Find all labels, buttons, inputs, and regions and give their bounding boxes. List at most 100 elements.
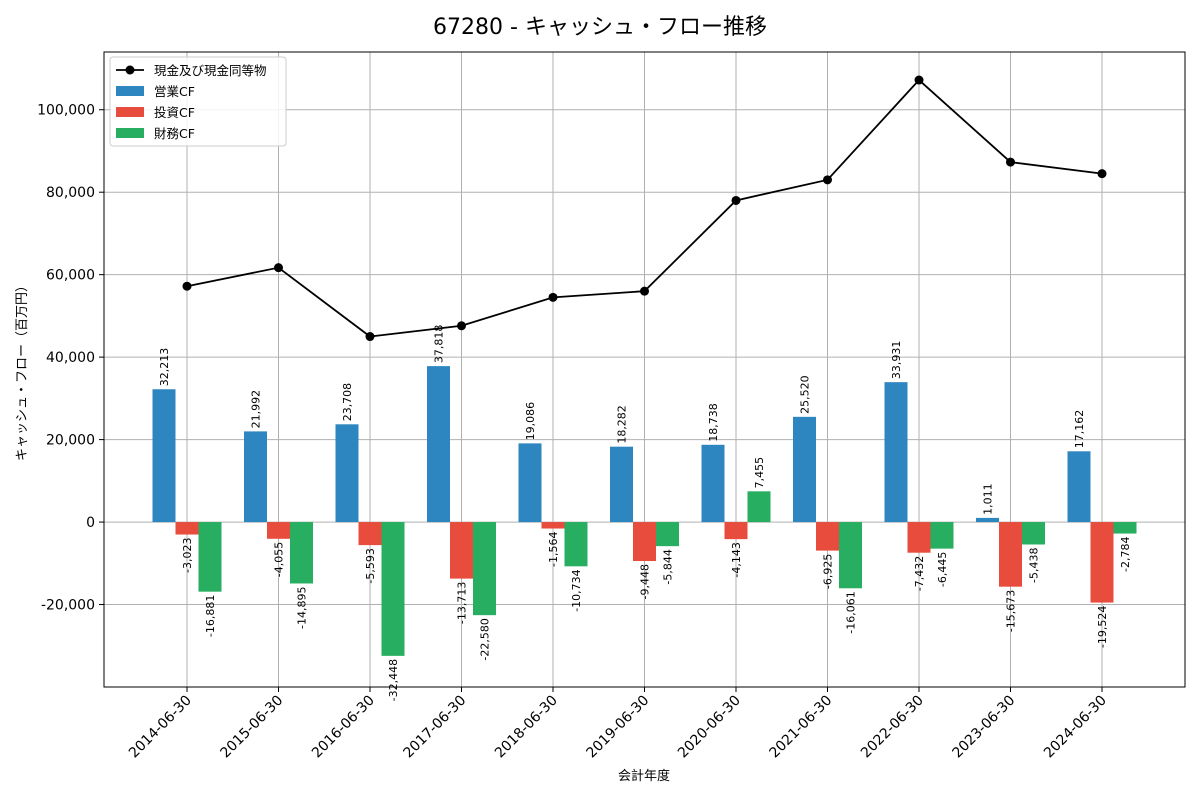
- bars: [152, 366, 1137, 656]
- bar-営業CF[interactable]: [152, 389, 176, 523]
- data-label: 25,520: [799, 375, 812, 414]
- cash-line-point[interactable]: [274, 263, 283, 273]
- bar-投資CF[interactable]: [816, 522, 839, 551]
- bar-財務CF[interactable]: [656, 522, 679, 547]
- data-label: -3,023: [181, 538, 194, 573]
- bar-営業CF[interactable]: [427, 366, 450, 523]
- data-label: 7,455: [753, 457, 766, 489]
- cash-line-point[interactable]: [1097, 169, 1107, 179]
- legend-label: 財務CF: [154, 126, 195, 141]
- grid: [104, 52, 1185, 687]
- data-label: -5,593: [364, 548, 377, 583]
- data-label: -14,895: [296, 586, 309, 628]
- bar-営業CF[interactable]: [793, 416, 816, 523]
- x-tick-label: 2014-06-30: [126, 693, 195, 762]
- cash-line-point[interactable]: [365, 332, 375, 342]
- data-label: -22,580: [479, 618, 492, 660]
- y-tick-label: 0: [86, 515, 95, 531]
- legend-label: 投資CF: [154, 105, 195, 120]
- data-label: -4,143: [730, 542, 743, 577]
- x-tick-label: 2023-06-30: [949, 693, 1018, 762]
- bar-営業CF[interactable]: [335, 424, 359, 523]
- legend-swatch: [116, 86, 144, 96]
- data-label: 18,738: [707, 403, 720, 442]
- bar-財務CF[interactable]: [290, 522, 313, 584]
- cash-line-point[interactable]: [640, 286, 649, 296]
- data-label: 1,011: [982, 483, 995, 515]
- x-tick-label: 2015-06-30: [217, 693, 286, 762]
- bar-営業CF[interactable]: [884, 382, 908, 523]
- bar-営業CF[interactable]: [518, 443, 542, 523]
- bar-財務CF[interactable]: [564, 522, 588, 567]
- data-label: -1,564: [547, 532, 560, 567]
- data-label: -32,448: [387, 659, 400, 701]
- data-labels: 32,213 21,992 23,708 37,818 19,086 18,282 18,7…: [158, 325, 1132, 702]
- bar-営業CF[interactable]: [976, 517, 999, 523]
- bar-投資CF[interactable]: [724, 522, 748, 540]
- cash-line-point[interactable]: [182, 281, 192, 291]
- x-tick-label: 2018-06-30: [492, 693, 561, 762]
- data-label: -7,432: [913, 556, 926, 591]
- bar-財務CF[interactable]: [839, 522, 862, 589]
- bar-財務CF[interactable]: [1022, 522, 1045, 545]
- bar-財務CF[interactable]: [747, 491, 771, 523]
- data-label: 23,708: [341, 383, 354, 422]
- y-axis-label: キャッシュ・フロー（百万円）: [15, 279, 30, 461]
- data-label: -19,524: [1096, 606, 1109, 648]
- data-label: -5,438: [1028, 547, 1041, 582]
- data-label: -2,784: [1119, 537, 1132, 572]
- bar-投資CF[interactable]: [907, 522, 931, 553]
- bar-投資CF[interactable]: [1090, 522, 1114, 603]
- cash-line-point[interactable]: [823, 175, 832, 185]
- x-tick-label: 2020-06-30: [675, 693, 744, 762]
- bar-財務CF[interactable]: [381, 522, 405, 656]
- data-label: 21,992: [250, 390, 263, 429]
- bar-投資CF[interactable]: [999, 522, 1022, 587]
- chart-title: 67280 - キャッシュ・フロー推移: [433, 15, 767, 40]
- bar-投資CF[interactable]: [450, 522, 473, 579]
- bar-営業CF[interactable]: [1067, 451, 1091, 523]
- legend-swatch: [116, 128, 144, 138]
- axis-ticks: -20,000 0 20,000 40,000 60,000 80,000 100,000 2…: [37, 103, 1110, 762]
- legend-label: 現金及び現金同等物: [154, 63, 267, 78]
- bar-財務CF[interactable]: [473, 522, 496, 616]
- cash-line-point[interactable]: [1006, 157, 1015, 167]
- bar-財務CF[interactable]: [198, 522, 222, 592]
- data-label: -15,673: [1005, 590, 1018, 632]
- bar-投資CF[interactable]: [633, 522, 656, 562]
- x-tick-label: 2024-06-30: [1041, 693, 1110, 762]
- bar-財務CF[interactable]: [930, 522, 954, 549]
- bar-財務CF[interactable]: [1113, 522, 1137, 534]
- data-label: 32,213: [158, 348, 171, 387]
- x-tick-label: 2019-06-30: [583, 693, 652, 762]
- data-label: -6,445: [936, 552, 949, 587]
- cash-line-point[interactable]: [914, 75, 924, 85]
- y-tick-label: 60,000: [46, 268, 95, 284]
- bar-投資CF[interactable]: [267, 522, 290, 539]
- data-label: 17,162: [1073, 410, 1086, 449]
- cash-line-point[interactable]: [457, 321, 466, 331]
- cash-line-point[interactable]: [548, 292, 558, 302]
- x-tick-label: 2017-06-30: [400, 693, 469, 762]
- y-tick-label: 40,000: [46, 350, 95, 366]
- data-label: -5,844: [662, 549, 675, 584]
- bar-営業CF[interactable]: [610, 446, 633, 523]
- legend-point-marker: [125, 65, 135, 75]
- bar-投資CF[interactable]: [358, 522, 382, 546]
- bar-営業CF[interactable]: [701, 444, 725, 523]
- data-label: -9,448: [639, 564, 652, 599]
- data-label: -10,734: [570, 569, 583, 611]
- bar-営業CF[interactable]: [244, 431, 267, 523]
- bar-投資CF[interactable]: [541, 522, 565, 529]
- cash-line: [182, 75, 1107, 342]
- bar-投資CF[interactable]: [175, 522, 199, 535]
- cash-line-point[interactable]: [731, 195, 741, 205]
- x-tick-label: 2021-06-30: [766, 693, 835, 762]
- data-label: 33,931: [890, 341, 903, 380]
- data-label: 18,282: [616, 405, 629, 444]
- data-label: -16,061: [845, 591, 858, 633]
- legend-swatch: [116, 107, 144, 117]
- data-label: 37,818: [433, 325, 446, 364]
